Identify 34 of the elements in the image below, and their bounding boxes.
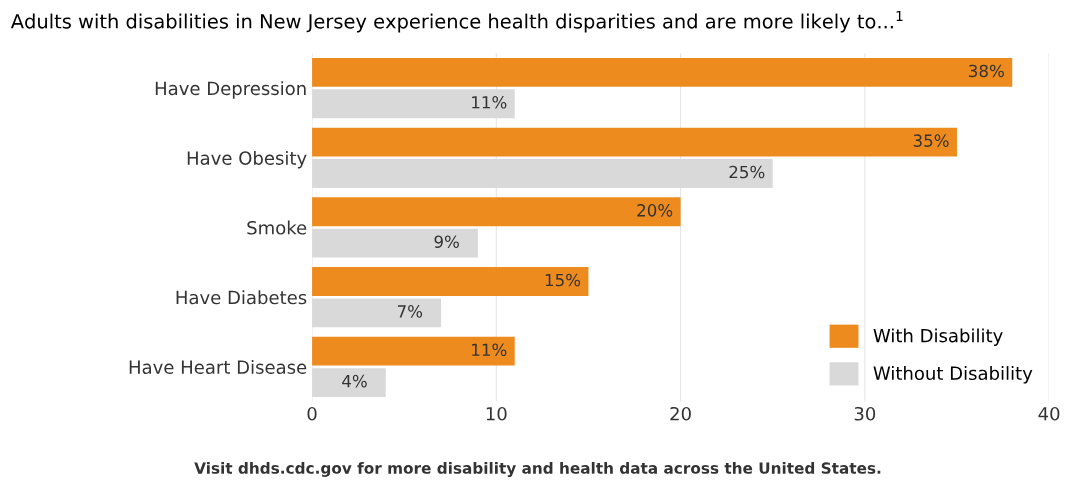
x-tick-label: 0 — [307, 406, 317, 421]
y-tick-label: Have Depression — [155, 81, 306, 99]
bar — [312, 127, 957, 157]
y-tick-label: Smoke — [247, 220, 307, 235]
legend-label: Without Disability — [873, 366, 1033, 384]
data-label: 9% — [434, 235, 459, 248]
data-label: 15% — [545, 273, 581, 287]
text: Visit dhds.cdc.gov for more disability and health data across the United States. — [194, 462, 881, 477]
x-tick-label: 10 — [486, 406, 507, 421]
data-label: 4% — [342, 374, 367, 388]
bar — [312, 159, 773, 188]
bar — [312, 368, 386, 397]
bar — [312, 57, 1013, 87]
data-label: 11% — [472, 343, 507, 357]
x-tick-label: 40 — [1038, 406, 1060, 421]
data-label: 25% — [729, 165, 765, 179]
data-label: 35% — [913, 134, 949, 147]
y-tick-label: Have Heart Disease — [129, 360, 307, 374]
data-label: 38% — [969, 64, 1004, 78]
x-tick-label: 20 — [670, 406, 691, 421]
bar — [312, 298, 442, 328]
y-tick-label: Have Obesity — [187, 150, 307, 169]
bar — [312, 197, 681, 227]
x-tick-label: 30 — [854, 406, 876, 421]
bar — [312, 267, 589, 296]
legend-label: With Disability — [873, 328, 1003, 346]
data-label: 20% — [637, 204, 673, 217]
chart-title: Adults with disabilities in New Jersey experience health disparities and are more likely to...$^{1}$ — [10, 10, 903, 33]
bar — [312, 89, 515, 119]
data-label: 7% — [397, 305, 423, 318]
data-label: 11% — [472, 96, 507, 109]
bar — [312, 228, 478, 258]
y-tick-label: Have Diabetes — [176, 290, 307, 305]
bar — [312, 336, 515, 366]
